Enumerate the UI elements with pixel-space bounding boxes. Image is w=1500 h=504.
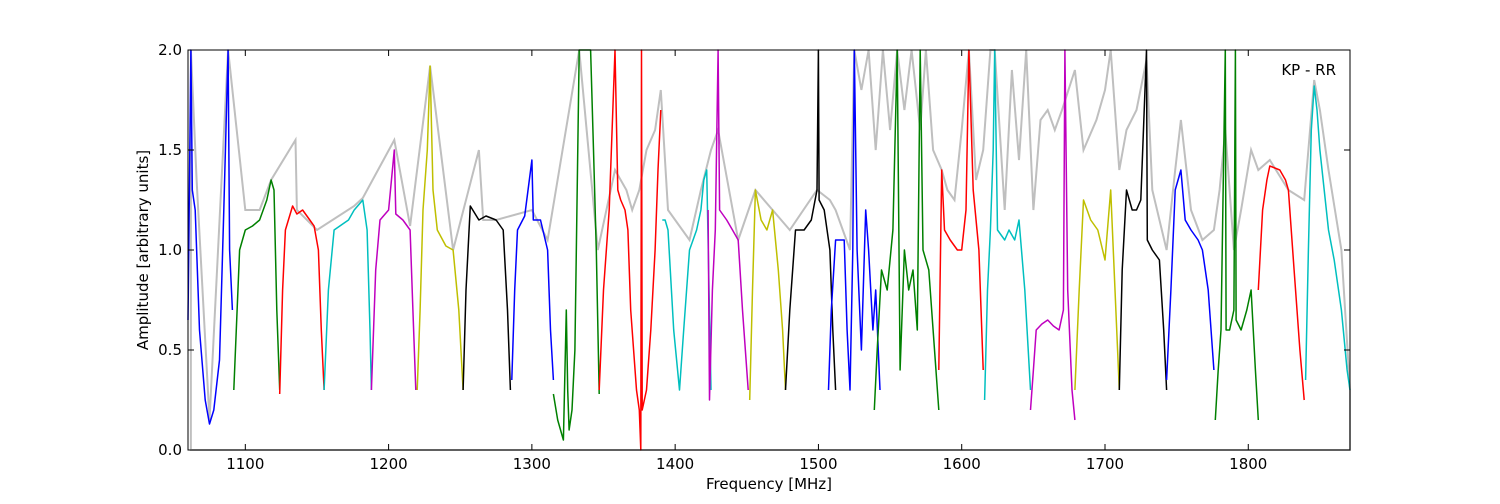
y-tick-label: 1.0 bbox=[158, 241, 182, 259]
series-line-band-17 bbox=[938, 49, 984, 371]
series-line-band-16 bbox=[873, 49, 940, 411]
series-line-band-25 bbox=[1304, 85, 1351, 391]
series-line-band-18 bbox=[983, 49, 1032, 401]
series-line-band-24 bbox=[1257, 165, 1305, 401]
x-tick-label: 1700 bbox=[1086, 455, 1124, 473]
series-line-band-14 bbox=[784, 49, 837, 391]
series-line-band-06 bbox=[416, 65, 464, 391]
series-line-band-20 bbox=[1074, 189, 1121, 391]
plot-background bbox=[188, 50, 1350, 450]
series-layer bbox=[187, 49, 1351, 451]
y-tick-label: 0.0 bbox=[158, 441, 182, 459]
series-line-band-12 bbox=[707, 49, 749, 401]
x-tick-label: 1600 bbox=[943, 455, 981, 473]
y-axis-label: Amplitude [arbitrary units] bbox=[134, 150, 152, 350]
y-tick-label: 2.0 bbox=[158, 41, 182, 59]
series-line-band-13 bbox=[748, 189, 787, 401]
series-line-band-10 bbox=[598, 49, 662, 451]
series-line-band-05 bbox=[370, 149, 417, 391]
series-line-band-03 bbox=[278, 205, 325, 395]
series-line-band-22 bbox=[1165, 169, 1215, 381]
ticks: 1100 1200 1300 1400 1500 1600 1700 1800 0.0 0.5 1.… bbox=[158, 41, 1350, 473]
series-line-band-11 bbox=[662, 169, 712, 391]
series-line-band-21 bbox=[1118, 49, 1168, 391]
series-line-band-23 bbox=[1214, 49, 1260, 421]
y-tick-label: 1.5 bbox=[158, 141, 182, 159]
x-axis-label: Frequency [MHz] bbox=[706, 475, 832, 493]
series-line-band-09 bbox=[552, 49, 600, 441]
series-line-band-08 bbox=[511, 159, 555, 381]
series-line-band-07 bbox=[462, 205, 512, 391]
series-line-band-02 bbox=[233, 179, 281, 391]
chart-annotation: KP - RR bbox=[1281, 61, 1336, 79]
x-tick-label: 1800 bbox=[1229, 455, 1267, 473]
x-tick-label: 1100 bbox=[226, 455, 264, 473]
x-tick-label: 1500 bbox=[799, 455, 837, 473]
x-tick-label: 1200 bbox=[369, 455, 407, 473]
x-tick-label: 1300 bbox=[513, 455, 551, 473]
x-tick-label: 1400 bbox=[656, 455, 694, 473]
y-tick-label: 0.5 bbox=[158, 341, 182, 359]
series-line-band-04 bbox=[323, 199, 373, 391]
series-line-band-19 bbox=[1029, 49, 1076, 421]
